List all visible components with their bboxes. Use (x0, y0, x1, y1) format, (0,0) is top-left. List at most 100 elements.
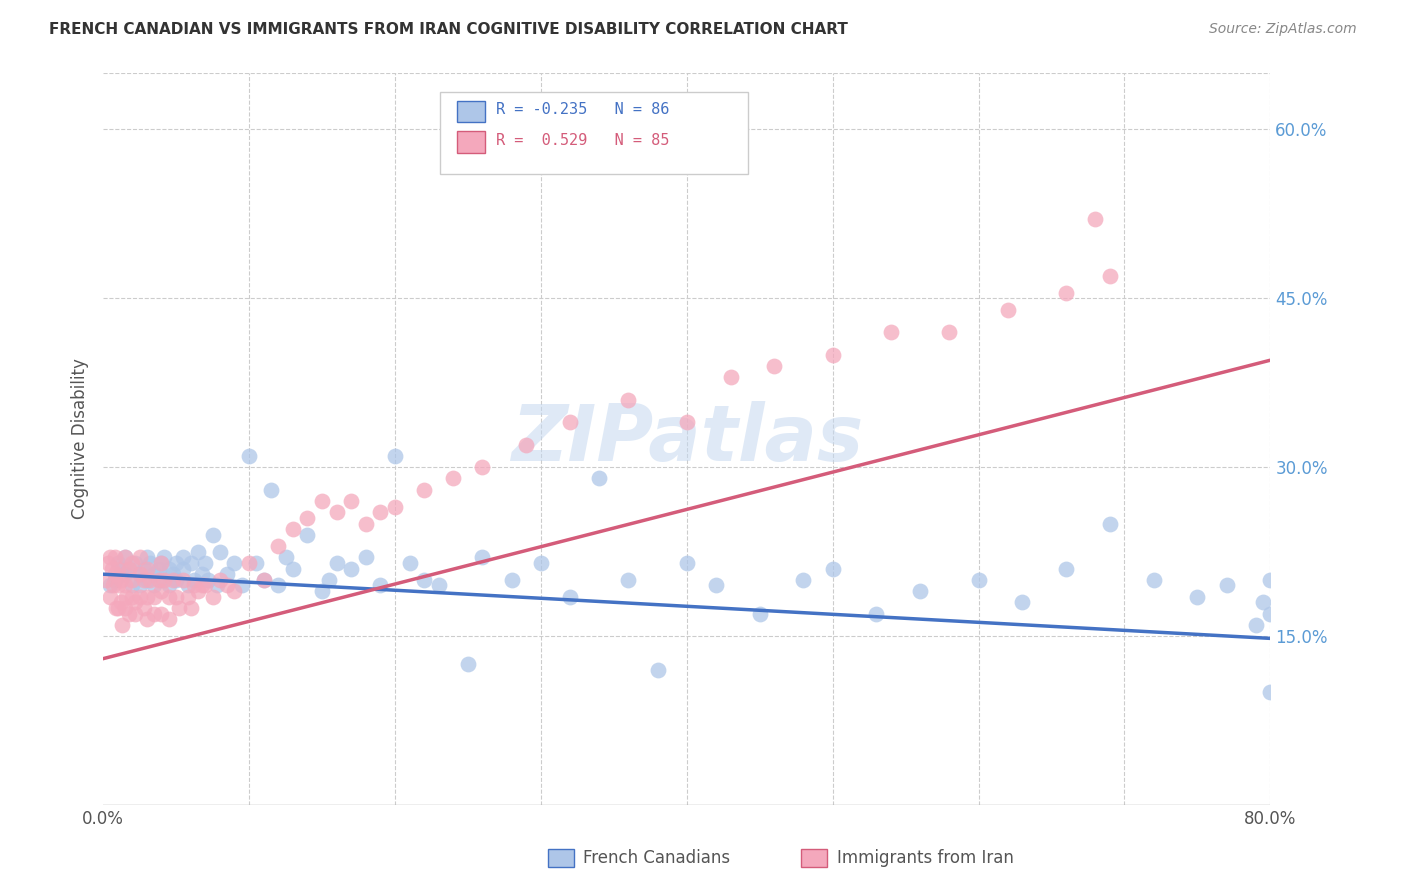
Point (107, 556, 129, 570)
Point (748, 607, 770, 621)
Point (1260, 573, 1282, 587)
Point (139, 556, 162, 570)
Point (172, 561, 194, 575)
Point (111, 618, 134, 632)
Point (457, 657, 479, 672)
Point (157, 590, 180, 604)
Point (1244, 618, 1267, 632)
Point (150, 556, 173, 570)
Point (1143, 573, 1166, 587)
Point (325, 556, 347, 570)
Point (274, 550, 297, 565)
Point (325, 505, 347, 519)
Point (148, 561, 170, 575)
Point (617, 573, 640, 587)
Point (297, 528, 319, 542)
Point (143, 607, 166, 621)
Point (183, 578, 205, 592)
Point (148, 573, 170, 587)
Point (201, 528, 224, 542)
Point (105, 601, 128, 615)
Point (124, 607, 146, 621)
Point (165, 556, 187, 570)
Point (167, 601, 190, 615)
Point (118, 561, 141, 575)
Point (281, 522, 304, 536)
Point (1054, 285, 1077, 300)
Point (704, 578, 727, 592)
Point (104, 567, 127, 582)
Point (110, 561, 132, 575)
Point (252, 573, 274, 587)
Point (201, 590, 224, 604)
Point (194, 556, 217, 570)
Point (110, 573, 132, 587)
Point (370, 505, 392, 519)
Point (157, 578, 180, 592)
Point (180, 556, 202, 570)
Point (427, 578, 450, 592)
Point (107, 561, 129, 575)
Text: R =  0.529   N = 85: R = 0.529 N = 85 (496, 133, 669, 147)
Point (197, 573, 219, 587)
Point (908, 584, 931, 599)
Point (720, 370, 742, 384)
Point (177, 578, 200, 592)
Point (675, 556, 697, 570)
Point (165, 590, 187, 604)
Point (260, 483, 283, 497)
Point (318, 573, 340, 587)
Point (515, 437, 537, 451)
Point (267, 578, 290, 592)
Point (103, 578, 125, 592)
Point (135, 612, 157, 626)
Point (1098, 516, 1121, 531)
Point (1260, 685, 1282, 699)
Point (231, 578, 253, 592)
Point (132, 561, 155, 575)
Point (191, 567, 214, 582)
Point (413, 483, 436, 497)
Point (471, 550, 494, 565)
Point (1187, 590, 1209, 604)
Point (121, 578, 143, 592)
Point (238, 449, 260, 463)
Point (194, 578, 217, 592)
Point (501, 573, 523, 587)
Point (153, 573, 176, 587)
Point (135, 561, 157, 575)
Point (340, 494, 363, 508)
Point (224, 584, 246, 599)
Point (107, 578, 129, 592)
Point (1098, 268, 1121, 283)
Point (558, 415, 581, 429)
Text: Source: ZipAtlas.com: Source: ZipAtlas.com (1209, 22, 1357, 37)
Text: ZIPatlas: ZIPatlas (510, 401, 863, 477)
Point (121, 573, 143, 587)
Point (124, 595, 146, 609)
Point (208, 573, 231, 587)
Point (384, 449, 406, 463)
Point (530, 556, 553, 570)
Point (135, 590, 157, 604)
Point (153, 550, 176, 565)
Point (354, 516, 377, 531)
Point (880, 325, 903, 339)
Point (177, 590, 200, 604)
Point (104, 550, 127, 565)
Point (114, 550, 136, 565)
Point (157, 561, 180, 575)
Point (647, 663, 669, 677)
Point (135, 550, 157, 565)
Point (1215, 578, 1237, 592)
Point (128, 590, 150, 604)
Text: FRENCH CANADIAN VS IMMIGRANTS FROM IRAN COGNITIVE DISABILITY CORRELATION CHART: FRENCH CANADIAN VS IMMIGRANTS FROM IRAN … (49, 22, 848, 37)
Point (143, 567, 166, 582)
Point (165, 573, 187, 587)
Point (398, 556, 420, 570)
Point (118, 561, 141, 575)
Point (187, 584, 209, 599)
Point (821, 561, 844, 575)
Point (150, 584, 173, 599)
Point (183, 573, 205, 587)
